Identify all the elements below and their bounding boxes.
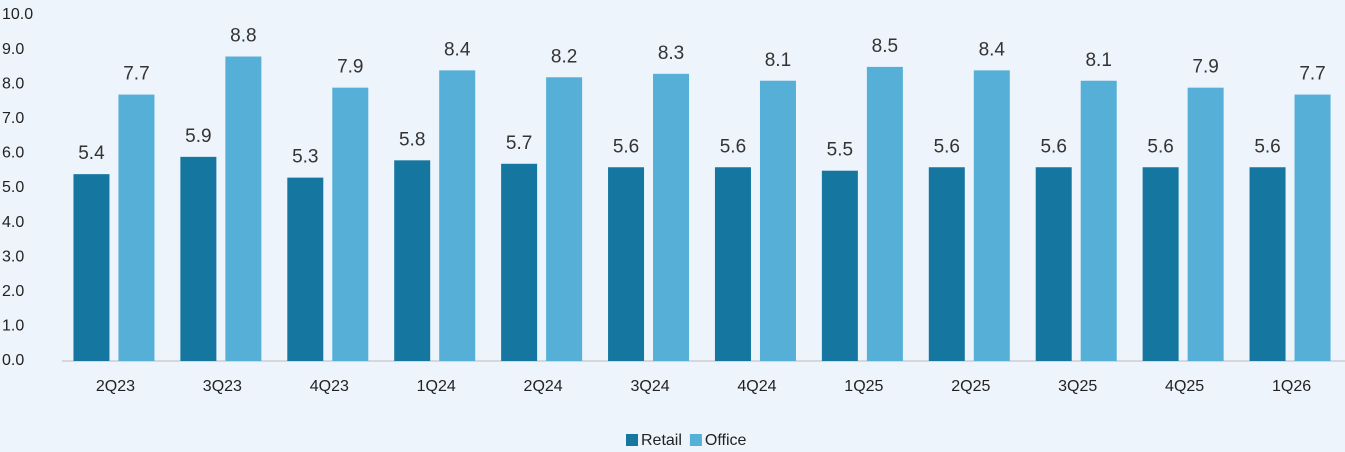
y-tick-label: 4.0 — [2, 214, 24, 231]
y-tick-label: 9.0 — [2, 41, 24, 58]
value-label: 5.8 — [399, 129, 425, 150]
value-label: 5.5 — [827, 140, 853, 161]
value-label: 8.2 — [551, 46, 577, 67]
bar — [1294, 94, 1331, 361]
y-tick-label: 10.0 — [2, 6, 33, 23]
y-tick-label: 2.0 — [2, 283, 24, 300]
bar — [501, 163, 538, 361]
y-tick-label: 1.0 — [2, 318, 24, 335]
y-tick-label: 3.0 — [2, 248, 24, 265]
value-label: 5.7 — [506, 133, 532, 154]
value-label: 5.6 — [1147, 136, 1173, 157]
legend-label: Retail — [641, 432, 682, 449]
x-tick-label: 1Q26 — [1272, 378, 1311, 395]
x-tick-label: 4Q25 — [1165, 378, 1204, 395]
y-tick-label: 5.0 — [2, 179, 24, 196]
bar — [332, 87, 369, 361]
value-label: 5.6 — [934, 136, 960, 157]
value-label: 8.3 — [658, 43, 684, 64]
bar — [608, 167, 645, 361]
y-tick-label: 7.0 — [2, 110, 24, 127]
bar — [394, 160, 431, 361]
bar — [1142, 167, 1179, 361]
value-label: 8.4 — [444, 39, 471, 60]
x-tick-label: 4Q23 — [310, 378, 349, 395]
y-tick-label: 0.0 — [2, 352, 24, 369]
bar — [1035, 167, 1072, 361]
bar — [439, 70, 476, 362]
x-tick-label: 2Q24 — [524, 378, 563, 395]
legend-label: Office — [705, 432, 747, 449]
value-label: 7.9 — [337, 57, 363, 78]
bar — [821, 170, 858, 361]
x-tick-label: 4Q24 — [737, 378, 776, 395]
x-tick-label: 3Q24 — [630, 378, 669, 395]
x-tick-label: 2Q25 — [951, 378, 990, 395]
value-label: 5.6 — [1040, 136, 1066, 157]
bar — [1249, 167, 1286, 361]
bar — [928, 167, 965, 361]
value-label: 5.6 — [1254, 136, 1280, 157]
value-label: 8.8 — [230, 26, 256, 47]
bar — [714, 167, 751, 361]
value-label: 8.4 — [979, 39, 1006, 60]
x-tick-label: 3Q25 — [1058, 378, 1097, 395]
bar — [1080, 80, 1117, 362]
value-label: 8.1 — [765, 50, 791, 71]
bar — [546, 77, 583, 361]
value-label: 7.9 — [1192, 57, 1218, 78]
x-tick-label: 2Q23 — [96, 378, 135, 395]
value-label: 5.3 — [292, 147, 318, 168]
x-tick-label: 1Q24 — [417, 378, 456, 395]
x-tick-label: 1Q25 — [844, 378, 883, 395]
legend-swatch — [689, 434, 702, 446]
value-label: 5.4 — [78, 143, 105, 164]
y-tick-label: 8.0 — [2, 75, 24, 92]
bar — [866, 66, 903, 362]
bar — [225, 56, 262, 362]
bar — [653, 73, 690, 361]
value-label: 5.6 — [613, 136, 639, 157]
legend-swatch — [626, 434, 638, 446]
y-tick-label: 6.0 — [2, 145, 24, 162]
x-tick-label: 3Q23 — [203, 378, 242, 395]
bar — [118, 94, 155, 361]
bar — [287, 177, 324, 361]
value-label: 8.5 — [872, 36, 898, 57]
bar — [759, 80, 796, 362]
value-label: 7.7 — [1299, 64, 1325, 85]
value-label: 7.7 — [123, 64, 149, 85]
bar — [1187, 87, 1224, 361]
value-label: 5.9 — [185, 126, 211, 147]
bar — [973, 70, 1010, 362]
value-label: 5.6 — [720, 136, 746, 157]
bar — [180, 156, 217, 361]
bar — [73, 174, 110, 361]
value-label: 8.1 — [1085, 50, 1111, 71]
